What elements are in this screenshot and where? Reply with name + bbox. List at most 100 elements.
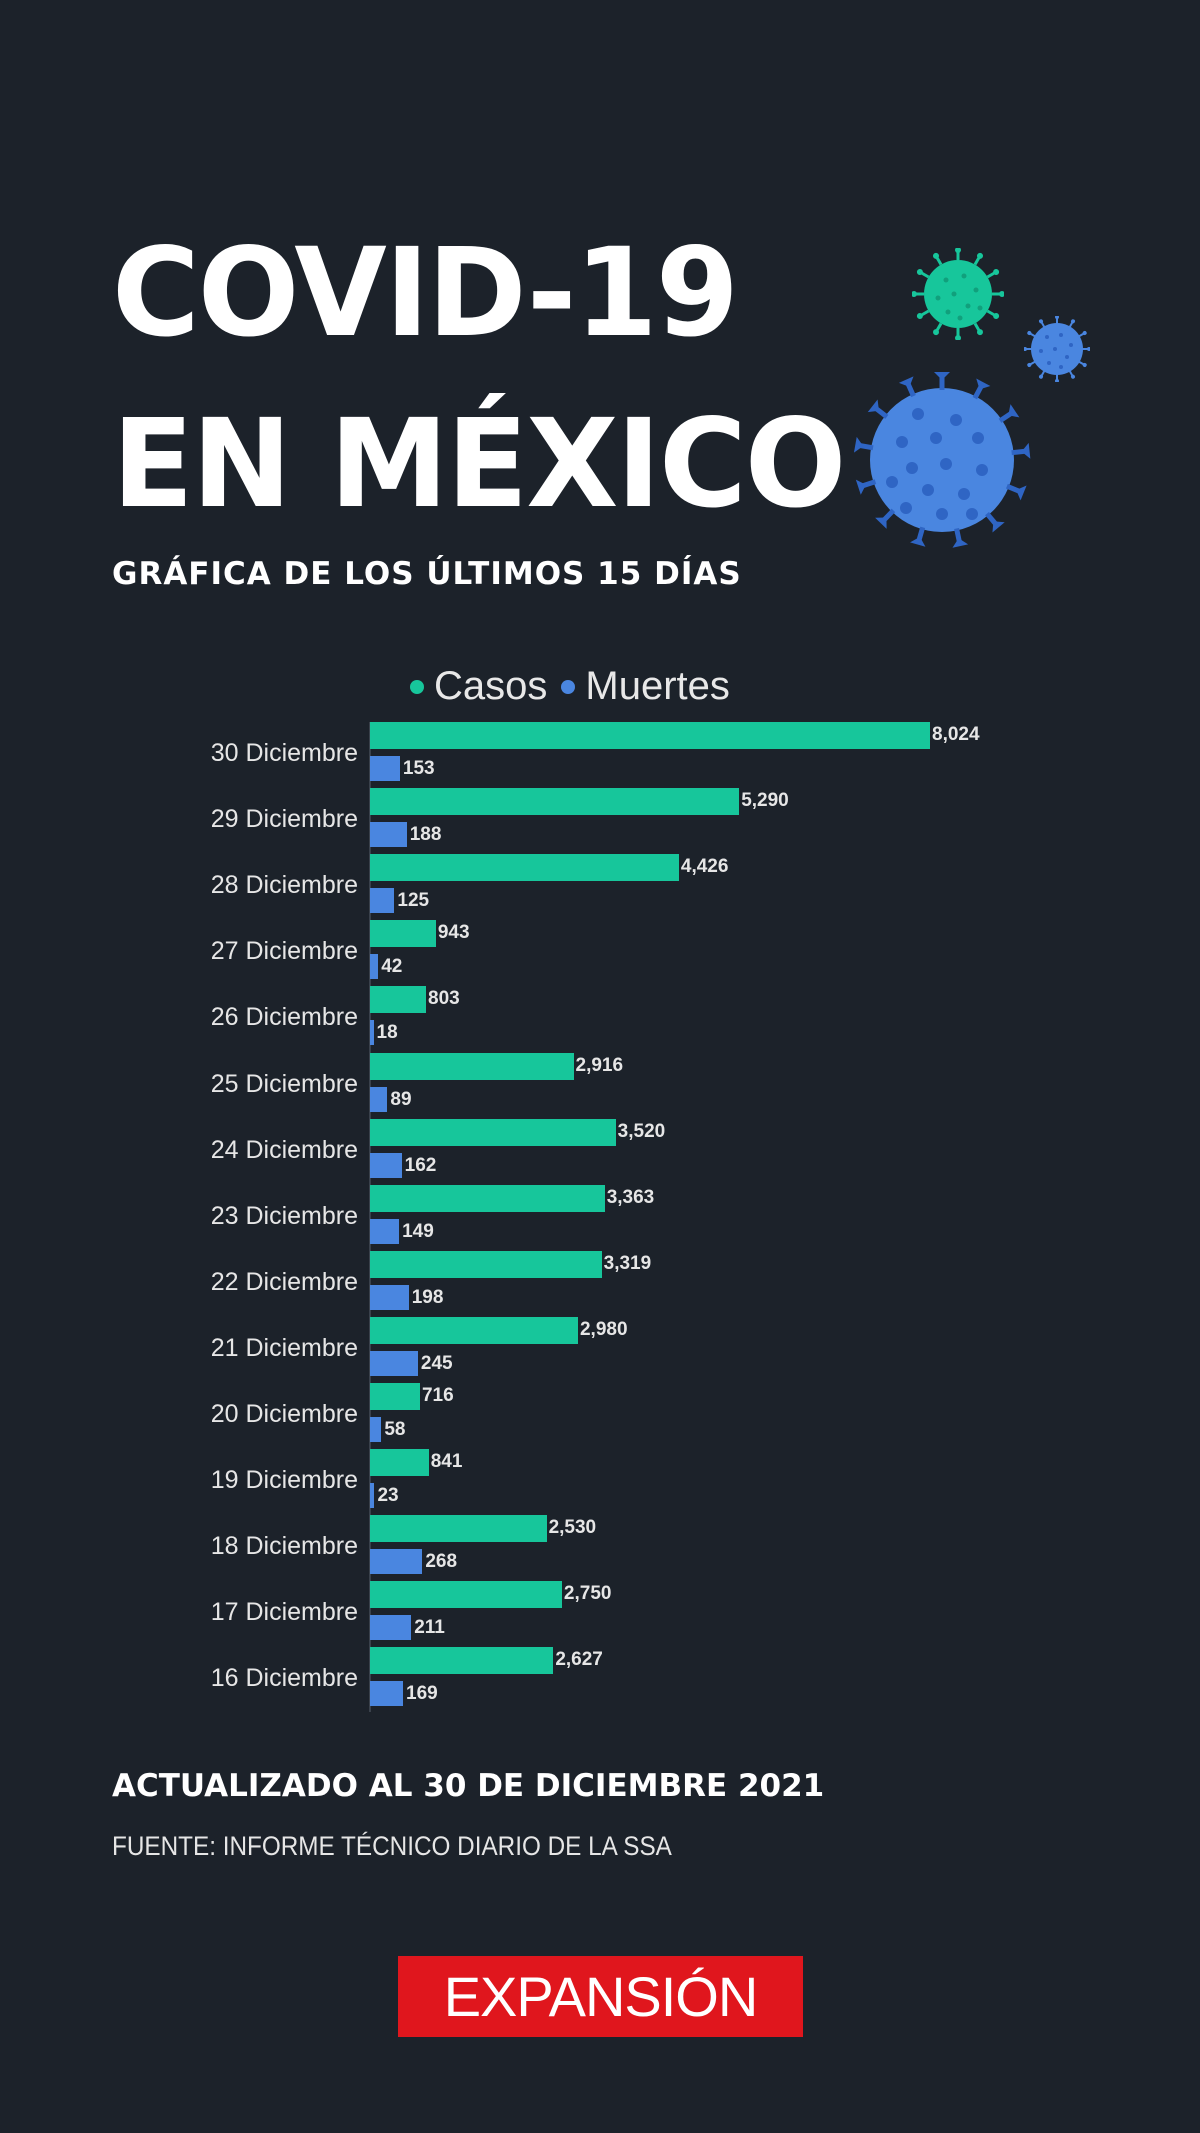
row-date-label: 17 Diciembre <box>210 1598 358 1627</box>
muertes-bar <box>370 822 407 848</box>
chart-row: 21 Diciembre 2,980 245 <box>0 1316 1200 1383</box>
virus-green-icon <box>912 248 1004 340</box>
muertes-bar <box>370 1020 374 1046</box>
row-date-label: 29 Diciembre <box>210 805 358 834</box>
row-date-label: 24 Diciembre <box>210 1135 358 1164</box>
muertes-bar <box>370 888 395 914</box>
chart-row: 23 Diciembre 3,363 149 <box>0 1184 1200 1251</box>
row-date-label: 27 Diciembre <box>210 937 358 966</box>
data-source: FUENTE: INFORME TÉCNICO DIARIO DE LA SSA <box>112 1831 672 1861</box>
casos-value: 3,520 <box>617 1120 666 1142</box>
muertes-bar <box>370 1350 418 1376</box>
row-date-label: 18 Diciembre <box>210 1532 358 1561</box>
muertes-bar <box>370 1417 382 1442</box>
muertes-value: 58 <box>384 1419 406 1440</box>
chart-row: 30 Diciembre 8,024 153 <box>0 722 1200 788</box>
casos-bar <box>370 986 427 1014</box>
updated-date: ACTUALIZADO AL 30 DE DICIEMBRE 2021 <box>112 1768 825 1804</box>
row-date-label: 30 Diciembre <box>210 739 358 767</box>
casos-bar <box>370 920 436 948</box>
muertes-value: 188 <box>409 824 442 846</box>
casos-value: 3,319 <box>603 1252 652 1274</box>
muertes-dot-icon <box>561 679 576 694</box>
muertes-value: 125 <box>397 890 430 912</box>
muertes-value: 162 <box>404 1154 437 1176</box>
casos-bar <box>370 722 930 749</box>
row-date-label: 21 Diciembre <box>210 1333 358 1362</box>
legend-item-casos: Casos <box>410 664 547 709</box>
casos-bar <box>370 1250 602 1278</box>
muertes-bar <box>370 1284 409 1310</box>
casos-bar <box>370 854 679 882</box>
muertes-value: 198 <box>411 1286 444 1308</box>
legend-item-muertes: Muertes <box>561 664 730 709</box>
casos-bar <box>370 1184 605 1212</box>
row-date-label: 28 Diciembre <box>210 871 358 900</box>
chart-row: 17 Diciembre 2,750 211 <box>0 1581 1200 1647</box>
logo-text: EXPANSIÓN <box>443 1965 759 2028</box>
chart-row: 26 Diciembre 803 18 <box>0 986 1200 1052</box>
muertes-bar <box>370 954 379 980</box>
casos-value: 803 <box>428 988 460 1010</box>
chart-row: 25 Diciembre 2,916 89 <box>0 1052 1200 1119</box>
expansion-logo: EXPANSIÓN <box>398 1956 803 2037</box>
muertes-bar <box>370 1549 423 1575</box>
page-title-line-1: COVID-19 <box>112 222 739 364</box>
muertes-value: 89 <box>390 1088 412 1110</box>
casos-bar <box>370 1118 616 1146</box>
muertes-value: 42 <box>381 956 403 978</box>
chart-row: 18 Diciembre 2,530 268 <box>0 1515 1200 1581</box>
muertes-value: 169 <box>406 1683 438 1705</box>
casos-value: 8,024 <box>932 724 980 745</box>
casos-bar <box>370 788 740 816</box>
chart-row: 28 Diciembre 4,426 125 <box>0 854 1200 920</box>
muertes-value: 149 <box>402 1220 434 1242</box>
muertes-bar <box>370 1152 402 1178</box>
row-date-label: 25 Diciembre <box>210 1069 358 1098</box>
page-title-line-2: EN MÉXICO <box>112 393 846 535</box>
legend-label-muertes: Muertes <box>585 664 730 708</box>
muertes-value: 23 <box>377 1485 399 1507</box>
chart-row: 22 Diciembre 3,319 198 <box>0 1250 1200 1317</box>
muertes-value: 18 <box>376 1022 398 1044</box>
casos-value: 4,426 <box>680 856 729 878</box>
muertes-value: 268 <box>425 1551 458 1573</box>
casos-value: 5,290 <box>741 790 789 812</box>
chart-row: 27 Diciembre 943 42 <box>0 920 1200 986</box>
casos-value: 943 <box>437 922 470 944</box>
chart-row: 24 Diciembre 3,520 162 <box>0 1118 1200 1185</box>
muertes-bar <box>370 756 400 781</box>
legend-label-casos: Casos <box>434 664 548 708</box>
chart-row: 19 Diciembre 841 23 <box>0 1449 1200 1515</box>
muertes-value: 245 <box>420 1352 453 1374</box>
virus-large-blue-icon <box>853 372 1031 548</box>
casos-bar <box>370 1515 547 1543</box>
chart-y-axis-line <box>369 722 371 1712</box>
casos-bar <box>370 1449 429 1477</box>
casos-value: 2,627 <box>555 1649 603 1671</box>
muertes-bar <box>370 1681 404 1707</box>
casos-value: 3,363 <box>606 1186 655 1208</box>
virus-small-blue-icon <box>1024 316 1090 382</box>
row-date-label: 23 Diciembre <box>210 1201 358 1230</box>
casos-bar <box>370 1581 562 1609</box>
casos-value: 2,916 <box>575 1054 624 1076</box>
muertes-bar <box>370 1218 400 1244</box>
muertes-value: 153 <box>402 758 435 779</box>
row-date-label: 20 Diciembre <box>210 1400 358 1428</box>
chart-row: 20 Diciembre 716 58 <box>0 1383 1200 1449</box>
muertes-bar <box>370 1086 388 1112</box>
muertes-value: 211 <box>414 1617 445 1639</box>
row-date-label: 19 Diciembre <box>210 1466 358 1495</box>
row-date-label: 16 Diciembre <box>210 1664 358 1693</box>
casos-value: 2,980 <box>579 1318 628 1340</box>
casos-value: 2,530 <box>548 1517 597 1539</box>
casos-value: 2,750 <box>563 1583 612 1605</box>
casos-bar <box>370 1052 574 1080</box>
muertes-bar <box>370 1483 375 1509</box>
row-date-label: 26 Diciembre <box>210 1003 358 1032</box>
casos-bar <box>370 1316 578 1344</box>
casos-value: 716 <box>421 1385 454 1406</box>
chart-row: 16 Diciembre 2,627 169 <box>0 1647 1200 1713</box>
row-date-label: 22 Diciembre <box>210 1267 358 1296</box>
